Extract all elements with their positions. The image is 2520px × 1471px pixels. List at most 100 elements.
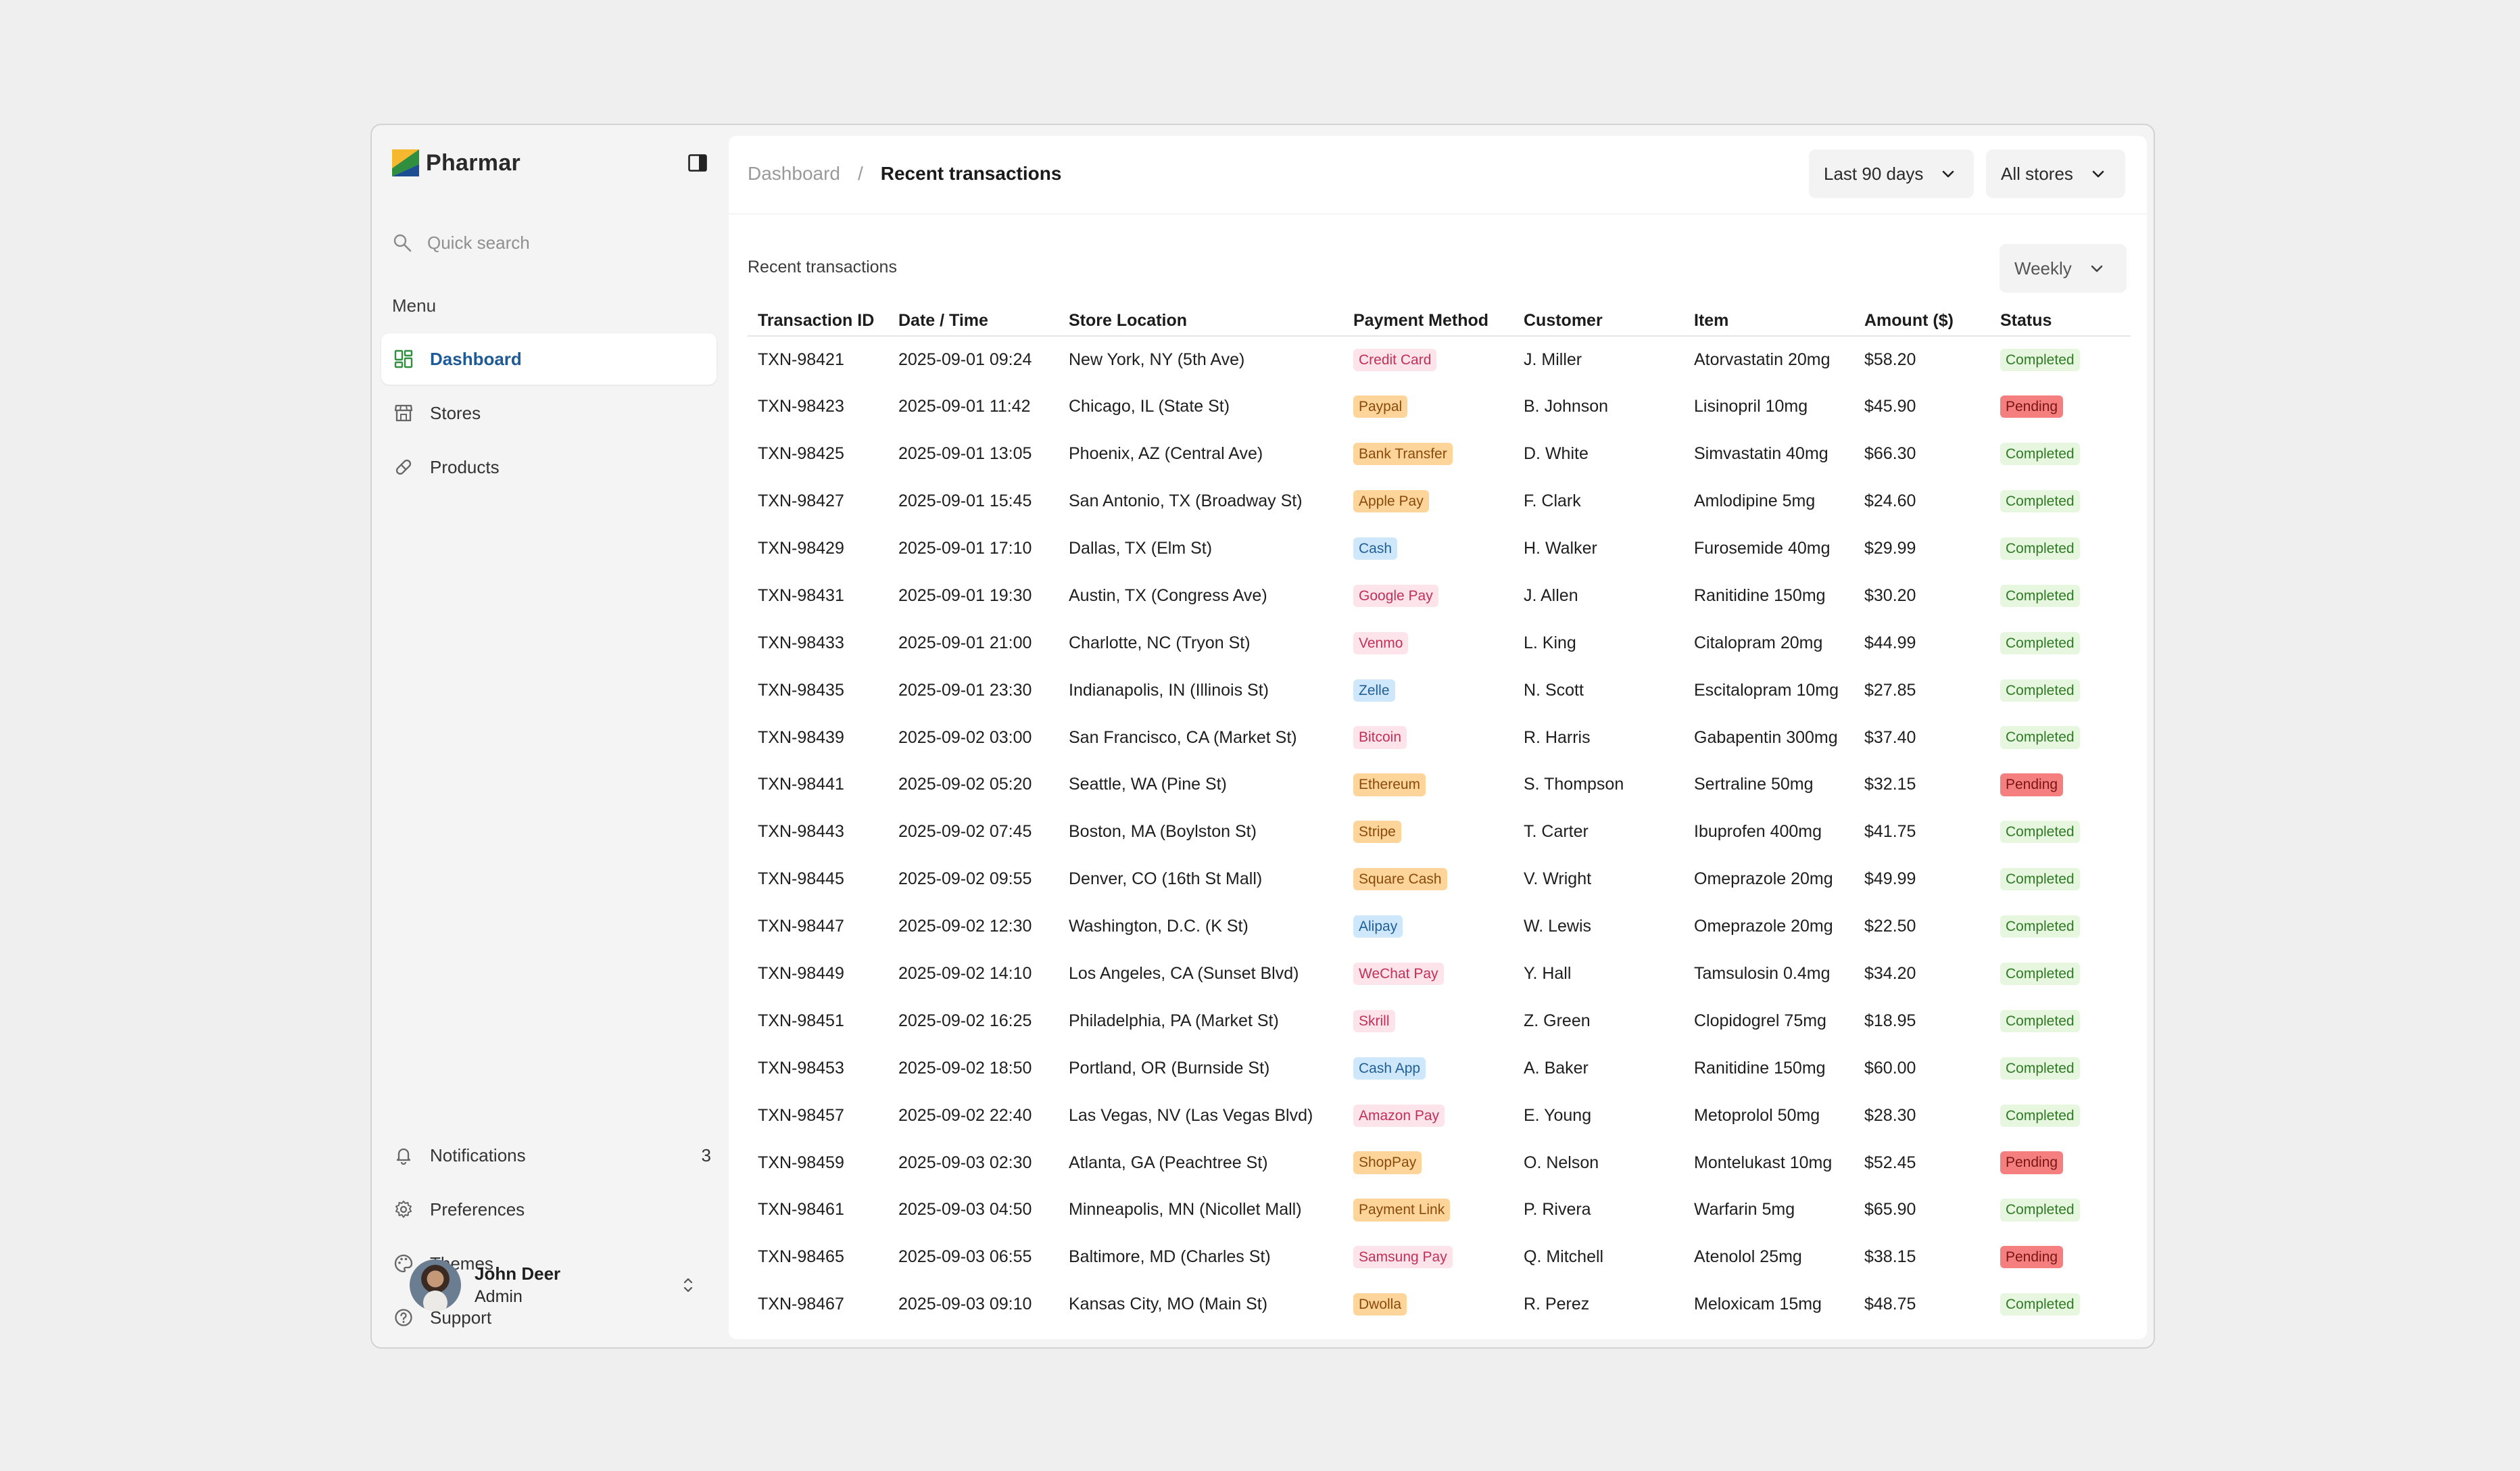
date-cell: 2025-09-03 04:50 — [898, 1200, 1032, 1220]
table-row[interactable]: TXN-98433 2025-09-01 21:00 Charlotte, NC (… — [748, 619, 2131, 667]
payment-method-cell: Samsung Pay — [1343, 1234, 1513, 1281]
date-cell: 2025-09-02 09:55 — [898, 869, 1032, 889]
chevron-up-down-icon — [683, 1278, 693, 1293]
table-row[interactable]: TXN-98447 2025-09-02 12:30 Washington, D.C… — [748, 903, 2131, 950]
payment-method-cell: WeChat Pay — [1343, 950, 1513, 998]
payment-method-cell: Zelle — [1343, 667, 1513, 714]
status-badge: Completed — [2000, 821, 2080, 844]
date-cell: 2025-09-02 12:30 — [898, 917, 1032, 936]
sidebar-item-preferences[interactable]: Preferences — [381, 1184, 717, 1235]
column-header[interactable]: Date / Time — [888, 306, 1059, 337]
breadcrumb-dashboard[interactable]: Dashboard — [748, 163, 840, 184]
table-row[interactable]: TXN-98431 2025-09-01 19:30 Austin, TX (Con… — [748, 572, 2131, 619]
date-cell: 2025-09-01 17:10 — [898, 539, 1032, 558]
sidebar-item-stores[interactable]: Stores — [381, 387, 717, 439]
status-badge: Completed — [2000, 348, 2080, 372]
payment-method-cell: Google Pay — [1343, 572, 1513, 619]
store-location-cell: Austin, TX (Congress Ave) — [1069, 585, 1267, 605]
table-row[interactable]: TXN-98467 2025-09-03 09:10 Kansas City, MO… — [748, 1281, 2131, 1328]
store-location-cell: Kansas City, MO (Main St) — [1069, 1295, 1268, 1314]
store-location-cell: Dallas, TX (Elm St) — [1069, 539, 1213, 558]
transaction-id-cell: TXN-98453 — [758, 1058, 844, 1078]
date-cell: 2025-09-01 15:45 — [898, 491, 1032, 511]
payment-method-cell: Skrill — [1343, 997, 1513, 1044]
payment-method-cell: Cash App — [1343, 1044, 1513, 1092]
payment-method-cell: Stripe — [1343, 809, 1513, 856]
table-row[interactable]: TXN-98457 2025-09-02 22:40 Las Vegas, NV (… — [748, 1092, 2131, 1139]
payment-method-cell: Ethereum — [1343, 761, 1513, 809]
table-row[interactable]: TXN-98459 2025-09-03 02:30 Atlanta, GA (Pe… — [748, 1139, 2131, 1186]
user-name: John Deer — [475, 1263, 561, 1284]
table-row[interactable]: TXN-98425 2025-09-01 13:05 Phoenix, AZ (Ce… — [748, 431, 2131, 478]
table-row[interactable]: TXN-98461 2025-09-03 04:50 Minneapolis, MN… — [748, 1186, 2131, 1234]
status-cell: Pending — [1990, 761, 2131, 809]
customer-cell: Y. Hall — [1524, 964, 1572, 984]
status-badge: Completed — [2000, 1199, 2080, 1222]
column-header[interactable]: Store Location — [1059, 306, 1343, 337]
user-menu[interactable]: John Deer Admin — [410, 1258, 707, 1312]
column-header[interactable]: Status — [1990, 306, 2131, 337]
sidebar-item-notifications[interactable]: Notifications 3 — [381, 1130, 717, 1181]
column-header[interactable]: Item — [1684, 306, 1854, 337]
table-row[interactable]: TXN-98451 2025-09-02 16:25 Philadelphia, P… — [748, 997, 2131, 1044]
payment-method-cell: Bank Transfer — [1343, 431, 1513, 478]
store-location-cell: Los Angeles, CA (Sunset Blvd) — [1069, 964, 1299, 984]
period-select[interactable]: Weekly — [2000, 244, 2127, 293]
table-row[interactable]: TXN-98439 2025-09-02 03:00 San Francisco, … — [748, 714, 2131, 761]
item-cell: Meloxicam 15mg — [1694, 1295, 1822, 1314]
table-row[interactable]: TXN-98449 2025-09-02 14:10 Los Angeles, CA… — [748, 950, 2131, 998]
sidebar-item-products[interactable]: Products — [381, 441, 717, 493]
table-row[interactable]: TXN-98421 2025-09-01 09:24 New York, NY (5… — [748, 336, 2131, 383]
item-cell: Clopidogrel 75mg — [1694, 1011, 1826, 1030]
status-badge: Completed — [2000, 915, 2080, 938]
status-cell: Completed — [1990, 997, 2131, 1044]
amount-cell: $34.20 — [1864, 964, 1916, 984]
date-cell: 2025-09-02 07:45 — [898, 822, 1032, 842]
payment-method-cell: Venmo — [1343, 619, 1513, 667]
logo[interactable]: Pharmar — [391, 143, 710, 183]
date-range-select[interactable]: Last 90 days — [1809, 149, 1974, 198]
quick-search[interactable]: Quick search — [392, 222, 710, 263]
date-cell: 2025-09-02 22:40 — [898, 1105, 1032, 1125]
payment-method-badge: Bank Transfer — [1353, 443, 1453, 466]
payment-method-badge: Cash App — [1353, 1057, 1426, 1080]
table-row[interactable]: TXN-98465 2025-09-03 06:55 Baltimore, MD (… — [748, 1234, 2131, 1281]
quick-search-placeholder: Quick search — [427, 232, 530, 253]
payment-method-badge: Cash — [1353, 537, 1398, 560]
table-row[interactable]: TXN-98445 2025-09-02 09:55 Denver, CO (16t… — [748, 856, 2131, 903]
transaction-id-cell: TXN-98465 — [758, 1247, 844, 1267]
table-row[interactable]: TXN-98435 2025-09-01 23:30 Indianapolis, I… — [748, 667, 2131, 714]
status-cell: Completed — [1990, 1044, 2131, 1092]
menu-heading: Menu — [392, 295, 437, 316]
store-select-value: All stores — [2001, 163, 2073, 184]
item-cell: Sertraline 50mg — [1694, 775, 1814, 794]
column-header[interactable]: Payment Method — [1343, 306, 1513, 337]
payment-method-badge: Venmo — [1353, 631, 1409, 654]
item-cell: Amlodipine 5mg — [1694, 491, 1816, 511]
status-cell: Completed — [1990, 572, 2131, 619]
column-header[interactable]: Amount ($) — [1854, 306, 1990, 337]
table-row[interactable]: TXN-98443 2025-09-02 07:45 Boston, MA (Boy… — [748, 809, 2131, 856]
status-cell: Completed — [1990, 1281, 2131, 1328]
transaction-id-cell: TXN-98431 — [758, 585, 844, 605]
store-location-cell: Indianapolis, IN (Illinois St) — [1069, 680, 1269, 700]
status-badge: Pending — [2000, 773, 2064, 796]
status-badge: Completed — [2000, 1104, 2080, 1127]
table-row[interactable]: TXN-98423 2025-09-01 11:42 Chicago, IL (St… — [748, 383, 2131, 431]
sidebar-toggle-button[interactable] — [685, 151, 710, 175]
sidebar-item-dashboard[interactable]: Dashboard — [381, 333, 717, 385]
customer-cell: H. Walker — [1524, 539, 1597, 558]
item-cell: Simvastatin 40mg — [1694, 444, 1828, 464]
payment-method-cell: Bitcoin — [1343, 714, 1513, 761]
table-row[interactable]: TXN-98441 2025-09-02 05:20 Seattle, WA (Pi… — [748, 761, 2131, 809]
table-row[interactable]: TXN-98453 2025-09-02 18:50 Portland, OR (B… — [748, 1044, 2131, 1092]
app-name: Pharmar — [426, 149, 521, 176]
table-row[interactable]: TXN-98429 2025-09-01 17:10 Dallas, TX (Elm… — [748, 525, 2131, 573]
status-cell: Completed — [1990, 1186, 2131, 1234]
customer-cell: W. Lewis — [1524, 917, 1592, 936]
column-header[interactable]: Transaction ID — [748, 306, 888, 337]
store-select[interactable]: All stores — [1986, 149, 2125, 198]
table-row[interactable]: TXN-98427 2025-09-01 15:45 San Antonio, TX… — [748, 478, 2131, 525]
column-header[interactable]: Customer — [1513, 306, 1684, 337]
payment-method-badge: Credit Card — [1353, 348, 1437, 372]
